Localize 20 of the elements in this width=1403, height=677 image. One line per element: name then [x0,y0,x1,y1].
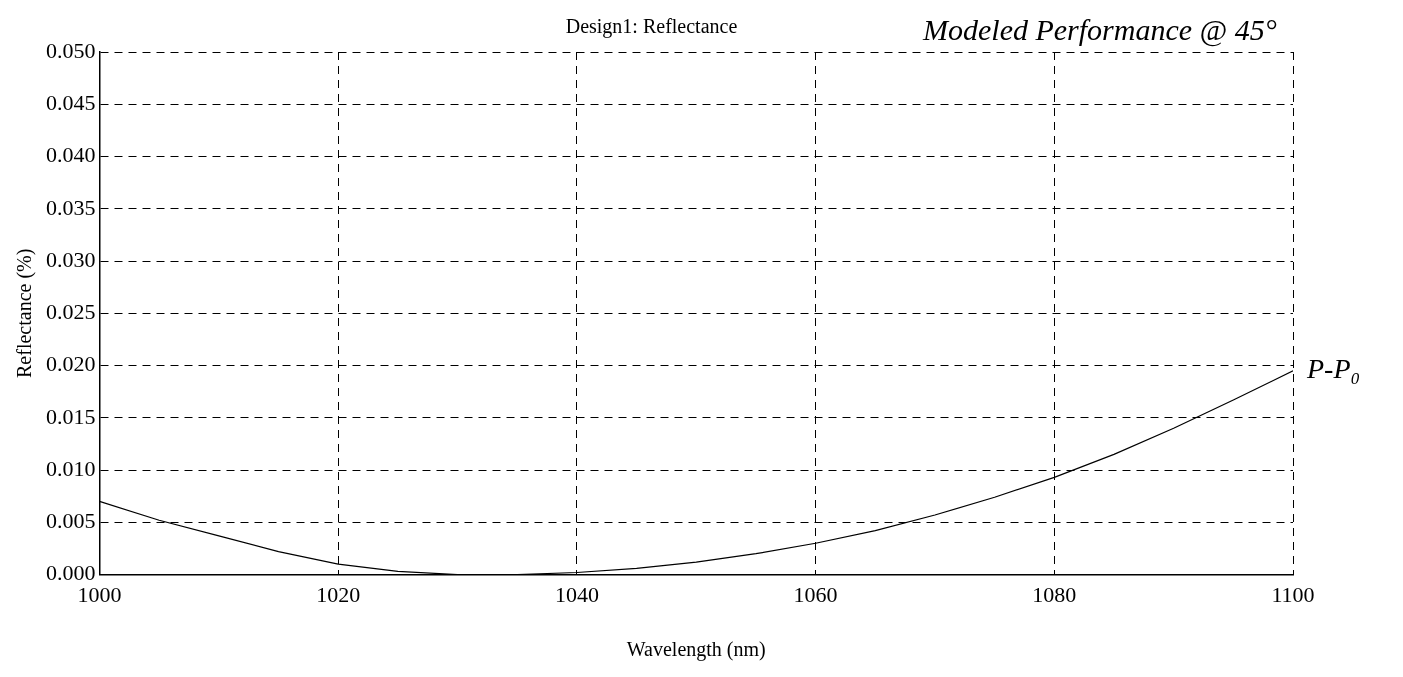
y-tick-label: 0.030 [46,246,96,272]
y-tick-label: 0.025 [46,299,96,325]
y-tick-label: 0.045 [46,90,96,116]
y-tick-label: 0.005 [46,508,96,534]
y-axis-title: Reflectance (%) [13,248,37,378]
y-tick-label: 0.035 [46,194,96,220]
chart-title: Design1: Reflectance [565,15,738,39]
y-tick-label: 0.010 [46,455,96,481]
x-axis-title: Wavelength (nm) [626,638,766,662]
annotation: P-P₀ [1306,353,1361,385]
x-tick-label: 1060 [793,581,838,607]
y-tick-label: 0.040 [46,142,96,168]
text: Modeled Performance @ 45° [922,12,1277,47]
x-tick-label: 1040 [554,581,599,607]
x-tick-label: 1020 [316,581,361,607]
x-tick-label: 1100 [1271,581,1315,607]
y-tick-label: 0.020 [46,351,96,377]
y-tick-label: 0.015 [46,403,96,429]
x-tick-label: 1080 [1032,581,1077,607]
y-tick-label: 0.050 [46,37,96,63]
